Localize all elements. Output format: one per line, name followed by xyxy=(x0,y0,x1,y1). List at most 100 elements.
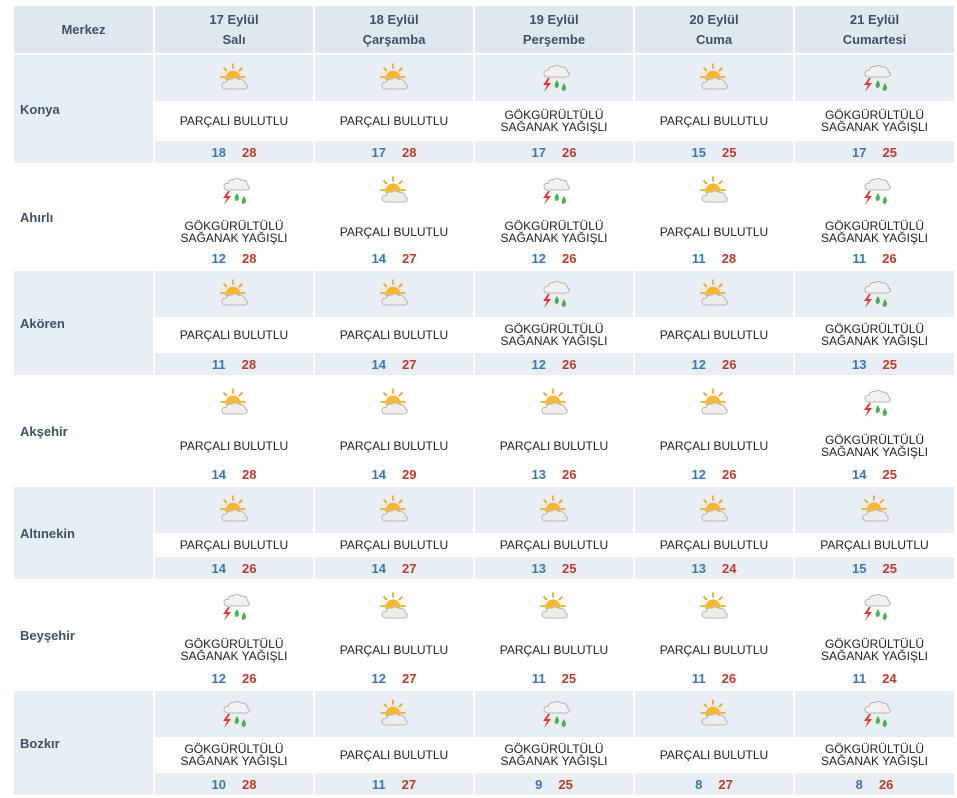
min-temperature: 13 xyxy=(531,466,546,482)
forecast-row: Ahırlı GÖKGÜRÜLTÜLÜ SAĞANAK YAĞIŞLI 12 28 PAR… xyxy=(14,165,955,269)
condition-text: GÖKGÜRÜLTÜLÜ SAĞANAK YAĞIŞLI xyxy=(475,217,633,247)
forecast-cell: GÖKGÜRÜLTÜLÜ SAĞANAK YAĞIŞLI 17 25 xyxy=(795,55,954,163)
condition-text: GÖKGÜRÜLTÜLÜ SAĞANAK YAĞIŞLI xyxy=(795,737,954,773)
partly-cloudy-icon xyxy=(315,377,473,429)
forecast-cell: PARÇALI BULUTLU 13 25 xyxy=(475,487,633,579)
min-temperature: 17 xyxy=(371,144,386,160)
merkez-header: Merkez xyxy=(14,6,153,53)
thunderstorm-icon xyxy=(155,581,313,633)
partly-cloudy-icon xyxy=(635,691,793,737)
min-temperature: 10 xyxy=(211,776,226,792)
partly-cloudy-icon xyxy=(635,271,793,317)
temperature-range: 15 25 xyxy=(635,141,793,163)
condition-lines: PARÇALI BULUTLU xyxy=(500,539,608,551)
city-name[interactable]: Akören xyxy=(14,271,153,375)
day-date: 18 Eylül xyxy=(369,11,419,27)
max-temperature: 25 xyxy=(562,560,577,576)
forecast-cell: PARÇALI BULUTLU 14 27 xyxy=(315,271,473,375)
condition-line: PARÇALI BULUTLU xyxy=(339,114,449,128)
min-temperature: 14 xyxy=(371,560,386,576)
temperature-range: 9 25 xyxy=(475,773,633,795)
partly-cloudy-icon xyxy=(635,165,793,217)
forecast-cell: PARÇALI BULUTLU 11 27 xyxy=(315,691,473,795)
min-temperature: 12 xyxy=(211,250,226,266)
forecast-cell: GÖKGÜRÜLTÜLÜ SAĞANAK YAĞIŞLI 12 28 xyxy=(155,165,313,269)
condition-lines: PARÇALI BULUTLU xyxy=(340,329,448,341)
min-temperature: 11 xyxy=(211,356,226,372)
day-weekday: Perşembe xyxy=(522,31,586,47)
forecast-cell: GÖKGÜRÜLTÜLÜ SAĞANAK YAĞIŞLI 10 28 xyxy=(155,691,313,795)
forecast-cell: PARÇALI BULUTLU 17 28 xyxy=(315,55,473,163)
partly-cloudy-icon xyxy=(475,487,633,533)
condition-text: PARÇALI BULUTLU xyxy=(315,217,473,247)
min-temperature: 11 xyxy=(852,250,867,266)
city-name[interactable]: Altınekin xyxy=(14,487,153,579)
condition-text: GÖKGÜRÜLTÜLÜ SAĞANAK YAĞIŞLI xyxy=(795,317,954,353)
max-temperature: 26 xyxy=(242,670,257,686)
condition-text: PARÇALI BULUTLU xyxy=(315,101,473,141)
condition-text: PARÇALI BULUTLU xyxy=(795,533,954,557)
max-temperature: 25 xyxy=(561,670,577,686)
forecast-header-row: Merkez 17 Eylül Salı 18 Eylül Çarşamba 19 … xyxy=(14,6,955,53)
condition-line: PARÇALI BULUTLU xyxy=(179,439,289,453)
city-name[interactable]: Akşehir xyxy=(14,377,153,485)
max-temperature: 27 xyxy=(402,356,417,372)
temperature-range: 8 26 xyxy=(795,773,954,795)
min-temperature: 11 xyxy=(531,670,546,686)
condition-text: GÖKGÜRÜLTÜLÜ SAĞANAK YAĞIŞLI xyxy=(795,429,954,463)
condition-line: PARÇALI BULUTLU xyxy=(339,439,449,453)
condition-text: PARÇALI BULUTLU xyxy=(315,317,473,353)
condition-lines: PARÇALI BULUTLU xyxy=(660,539,768,551)
condition-text: GÖKGÜRÜLTÜLÜ SAĞANAK YAĞIŞLI xyxy=(795,633,954,667)
forecast-row: Bozkır GÖKGÜRÜLTÜLÜ SAĞANAK YAĞIŞLI 10 28 PAR… xyxy=(14,691,955,795)
max-temperature: 28 xyxy=(721,250,737,266)
thunderstorm-icon xyxy=(475,271,633,317)
temperature-range: 12 26 xyxy=(475,247,633,269)
min-temperature: 14 xyxy=(211,560,226,576)
min-temperature: 15 xyxy=(852,560,867,576)
forecast-rows: Konya PARÇALI BULUTLU 18 28 PARÇALI BULUTLU 1… xyxy=(14,55,955,795)
forecast-cell: PARÇALI BULUTLU 12 26 xyxy=(635,377,793,485)
condition-line: PARÇALI BULUTLU xyxy=(659,328,769,342)
condition-text: PARÇALI BULUTLU xyxy=(315,737,473,773)
max-temperature: 27 xyxy=(718,776,733,792)
forecast-cell: PARÇALI BULUTLU 12 26 xyxy=(635,271,793,375)
max-temperature: 28 xyxy=(242,144,257,160)
min-temperature: 11 xyxy=(691,670,706,686)
max-temperature: 26 xyxy=(562,250,577,266)
thunderstorm-icon xyxy=(475,691,633,737)
temperature-range: 17 25 xyxy=(795,141,954,163)
forecast-cell: GÖKGÜRÜLTÜLÜ SAĞANAK YAĞIŞLI 9 25 xyxy=(475,691,633,795)
temperature-range: 17 28 xyxy=(315,141,473,163)
max-temperature: 25 xyxy=(882,144,897,160)
condition-lines: GÖKGÜRÜLTÜLÜ SAĞANAK YAĞIŞLI xyxy=(821,638,928,662)
thunderstorm-icon xyxy=(795,581,954,633)
condition-line: PARÇALI BULUTLU xyxy=(659,643,769,657)
min-temperature: 14 xyxy=(371,250,386,266)
thunderstorm-icon xyxy=(795,691,954,737)
max-temperature: 26 xyxy=(562,356,577,372)
min-temperature: 13 xyxy=(531,560,546,576)
condition-text: PARÇALI BULUTLU xyxy=(315,533,473,557)
condition-line: SAĞANAK YAĞIŞLI xyxy=(500,334,608,348)
condition-line: PARÇALI BULUTLU xyxy=(179,114,289,128)
day-weekday: Cuma xyxy=(695,31,733,47)
day-header-1: 18 Eylül Çarşamba xyxy=(315,6,473,53)
condition-lines: PARÇALI BULUTLU xyxy=(660,226,768,238)
temperature-range: 12 28 xyxy=(155,247,313,269)
temperature-range: 12 27 xyxy=(315,667,473,689)
city-name[interactable]: Bozkır xyxy=(14,691,153,795)
temperature-range: 12 26 xyxy=(635,463,793,485)
city-name[interactable]: Konya xyxy=(14,55,153,163)
city-name[interactable]: Ahırlı xyxy=(14,165,153,269)
partly-cloudy-icon xyxy=(155,55,313,101)
city-name[interactable]: Beyşehir xyxy=(14,581,153,689)
condition-lines: GÖKGÜRÜLTÜLÜ SAĞANAK YAĞIŞLI xyxy=(821,109,928,133)
forecast-cell: GÖKGÜRÜLTÜLÜ SAĞANAK YAĞIŞLI 12 26 xyxy=(155,581,313,689)
condition-line: PARÇALI BULUTLU xyxy=(339,748,449,762)
forecast-cell: PARÇALI BULUTLU 14 26 xyxy=(155,487,313,579)
forecast-cell: GÖKGÜRÜLTÜLÜ SAĞANAK YAĞIŞLI 8 26 xyxy=(795,691,954,795)
min-temperature: 11 xyxy=(852,670,867,686)
forecast-row: Akören PARÇALI BULUTLU 11 28 PARÇALI BULUTLU… xyxy=(14,271,955,375)
condition-line: PARÇALI BULUTLU xyxy=(820,538,929,552)
